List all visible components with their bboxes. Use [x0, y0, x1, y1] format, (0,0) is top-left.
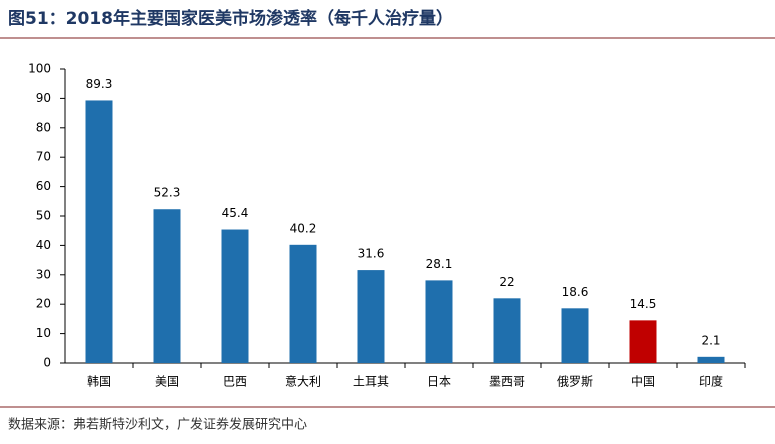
bar — [153, 209, 181, 363]
x-tick-label: 土耳其 — [353, 375, 389, 389]
bar — [221, 229, 249, 363]
bar — [289, 244, 317, 363]
source: 数据来源：弗若斯特沙利文，广发证券发展研究中心 — [8, 417, 307, 433]
bar — [629, 320, 657, 363]
x-tick-label: 俄罗斯 — [557, 375, 593, 389]
x-tick-label: 巴西 — [223, 375, 247, 389]
y-tick-label: 40 — [36, 238, 51, 252]
y-tick-label: 20 — [36, 297, 51, 311]
y-tick-label: 80 — [36, 120, 51, 134]
bar — [697, 356, 725, 363]
y-tick-label: 60 — [36, 179, 51, 193]
y-tick-label: 50 — [36, 209, 51, 223]
y-tick-label: 100 — [28, 62, 51, 76]
bar — [85, 100, 113, 363]
x-tick-label: 墨西哥 — [489, 375, 525, 389]
data-label: 89.3 — [86, 77, 113, 91]
y-tick-label: 0 — [43, 356, 51, 370]
bar — [425, 280, 453, 363]
data-label: 45.4 — [222, 206, 249, 220]
data-label: 31.6 — [358, 247, 385, 261]
data-label: 28.1 — [426, 257, 453, 271]
x-tick-label: 日本 — [427, 375, 451, 389]
y-tick-label: 70 — [36, 150, 51, 164]
x-tick-label: 印度 — [699, 374, 723, 389]
x-tick-label: 韩国 — [87, 374, 111, 389]
y-tick-label: 30 — [36, 267, 51, 281]
data-label: 14.5 — [630, 297, 657, 311]
data-label: 22 — [499, 275, 514, 289]
chart-title: 图51：2018年主要国家医美市场渗透率（每千人治疗量） — [8, 8, 453, 29]
x-tick-label: 美国 — [155, 375, 179, 389]
y-tick-label: 90 — [36, 91, 51, 105]
y-tick-label: 10 — [36, 326, 51, 340]
data-label: 40.2 — [290, 221, 317, 235]
data-label: 52.3 — [154, 186, 181, 200]
bar — [561, 308, 589, 363]
bar — [493, 298, 521, 363]
data-label: 2.1 — [701, 333, 720, 347]
x-tick-label: 中国 — [631, 374, 655, 389]
x-tick-label: 意大利 — [285, 374, 321, 389]
data-label: 18.6 — [562, 285, 589, 299]
bar — [357, 270, 385, 363]
